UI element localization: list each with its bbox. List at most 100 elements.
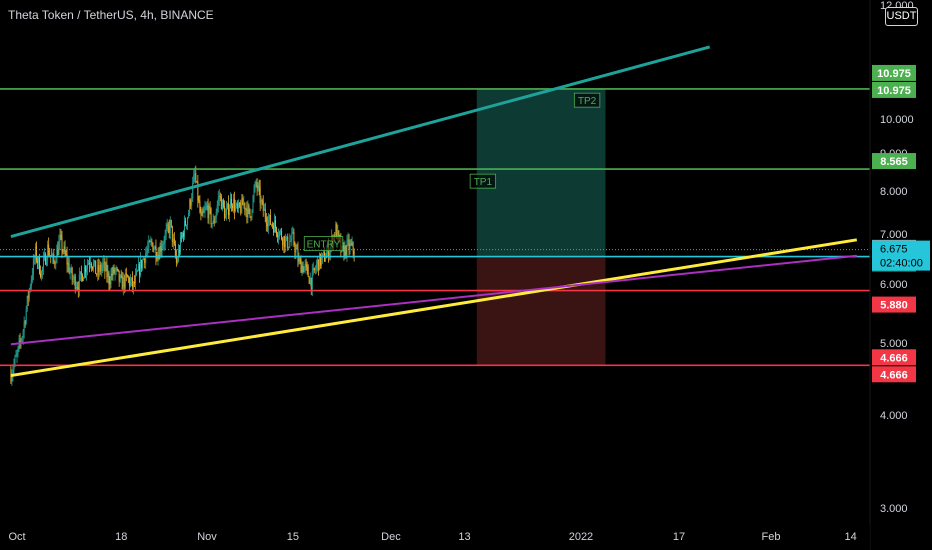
candle-body	[186, 224, 188, 226]
candle-body	[279, 231, 281, 237]
candle-body	[352, 242, 354, 252]
candle-body	[243, 202, 245, 206]
candle-body	[246, 208, 248, 218]
annotations: TP2 TP1 ENTRY	[303, 92, 601, 252]
candle-body	[185, 220, 187, 226]
candle-body	[162, 244, 164, 248]
candle-body	[150, 241, 152, 243]
candle-body	[149, 241, 151, 242]
candle-body	[198, 200, 200, 202]
candle-body	[189, 200, 191, 214]
candle-body	[19, 340, 21, 342]
annotation-label: TP2	[578, 96, 597, 107]
candle-body	[335, 224, 337, 237]
time-tick-label: 14	[845, 531, 857, 543]
candle-body	[298, 259, 300, 262]
candle-body	[207, 205, 209, 219]
candle-body	[139, 264, 141, 276]
candle-body	[254, 182, 256, 191]
candle-body	[61, 236, 63, 251]
annotation-label: ENTRY	[307, 240, 341, 251]
candle-body	[238, 202, 240, 209]
candle-body	[247, 205, 249, 218]
candle-body	[292, 231, 294, 233]
candle-body	[289, 241, 291, 247]
candle-body	[295, 248, 297, 253]
candle-body	[146, 251, 148, 254]
time-tick-label: 17	[673, 531, 685, 543]
candle-body	[28, 289, 30, 299]
candle-body	[321, 257, 322, 266]
candle-body	[182, 233, 183, 238]
candle-body	[156, 258, 158, 260]
candle-body	[86, 269, 87, 273]
candle-body	[259, 187, 261, 204]
candle-body	[296, 248, 298, 250]
price-tick-label: 8.000	[880, 186, 908, 198]
candle-body	[81, 274, 83, 282]
candle-body	[120, 275, 122, 277]
candle-body	[192, 183, 194, 199]
candle-body	[204, 208, 206, 212]
candle-body	[250, 216, 252, 218]
candle-body	[97, 265, 99, 275]
candle-body	[228, 203, 229, 216]
candle-body	[159, 246, 161, 259]
candle-body	[23, 322, 25, 332]
candle-body	[251, 211, 253, 218]
candle-body	[106, 264, 108, 277]
candle-body	[319, 253, 321, 266]
candle-body	[121, 276, 123, 290]
candle-body	[328, 245, 330, 258]
candle-body	[256, 182, 258, 189]
candle-body	[353, 251, 355, 255]
candle-body	[15, 355, 17, 357]
candle-body	[210, 209, 212, 225]
candle-body	[229, 208, 230, 216]
candle-body	[152, 242, 154, 252]
candle-body	[155, 246, 157, 259]
candle-body	[233, 199, 235, 209]
time-axis[interactable]: Oct 18 Nov 15 Dec 13 2022 17 Feb 14	[0, 525, 870, 550]
candle-body	[236, 203, 238, 206]
candle-body	[190, 200, 192, 206]
candle-body	[223, 206, 225, 219]
candle-body	[76, 287, 78, 288]
candle-body	[22, 331, 24, 338]
candle-body	[167, 224, 169, 227]
annotation-label: TP1	[474, 177, 493, 188]
price-axis[interactable]: 3.0004.0005.0006.0007.0008.0009.00010.00…	[880, 114, 914, 515]
candle-body	[221, 200, 223, 210]
candle-body	[248, 205, 250, 209]
candle-body	[237, 203, 239, 209]
candle-body	[287, 236, 289, 249]
candle-body	[213, 220, 215, 224]
price-badge-label: 8.565	[880, 156, 908, 168]
candle-body	[225, 208, 227, 215]
candle-body	[195, 173, 197, 182]
candle-body	[310, 277, 312, 290]
candle-body	[239, 202, 241, 207]
candle-body	[297, 249, 299, 262]
candle-body	[47, 244, 49, 261]
candle-body	[128, 278, 130, 286]
candle-body	[316, 259, 318, 265]
candle-body	[231, 198, 232, 206]
candle-body	[29, 286, 31, 290]
candle-body	[286, 236, 288, 240]
candle-body	[211, 223, 213, 225]
candle-body	[118, 270, 120, 282]
candle-body	[258, 185, 260, 188]
candle-body	[108, 272, 110, 284]
candle-body	[219, 195, 221, 197]
candle-body	[65, 253, 67, 255]
candle-body	[338, 230, 340, 236]
candle-body	[269, 214, 271, 225]
currency-button[interactable]: USDT	[885, 7, 918, 26]
candle-body	[160, 246, 162, 252]
candle-body	[20, 340, 22, 342]
candle-body	[148, 241, 150, 249]
candle-body	[50, 255, 52, 257]
